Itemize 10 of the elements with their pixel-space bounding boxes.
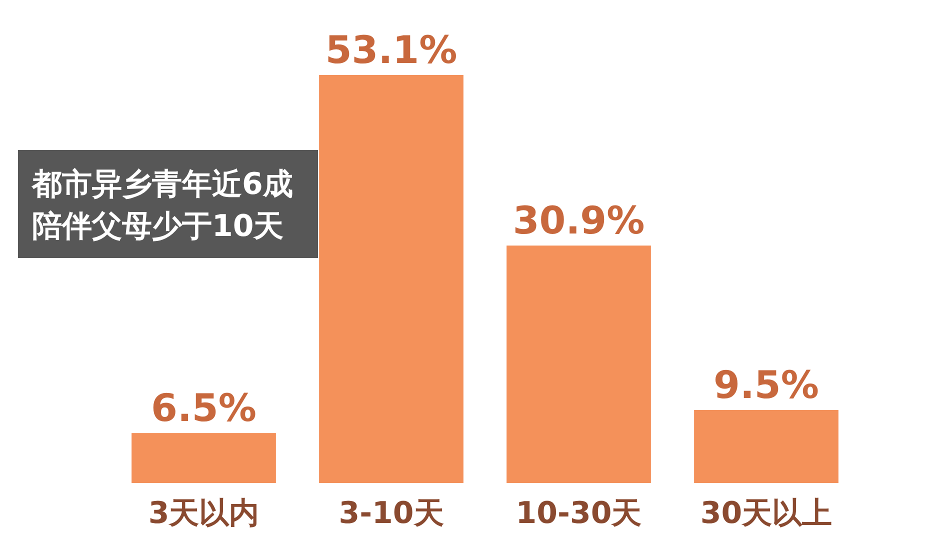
x-tick-label: 3-10天	[338, 496, 444, 531]
annotation: 都市异乡青年近6成	[31, 167, 293, 202]
x-tick-label: 30天以上	[700, 496, 832, 531]
data-label: 6.5%	[151, 386, 256, 430]
x-tick-label: 10-30天	[516, 496, 642, 531]
x-tick-label: 3天以内	[148, 496, 260, 531]
data-label: 53.1%	[325, 28, 458, 72]
data-label: 9.5%	[714, 363, 819, 408]
data-label: 30.9%	[512, 198, 645, 243]
annotation: 陪伴父母少于10天	[32, 209, 284, 244]
